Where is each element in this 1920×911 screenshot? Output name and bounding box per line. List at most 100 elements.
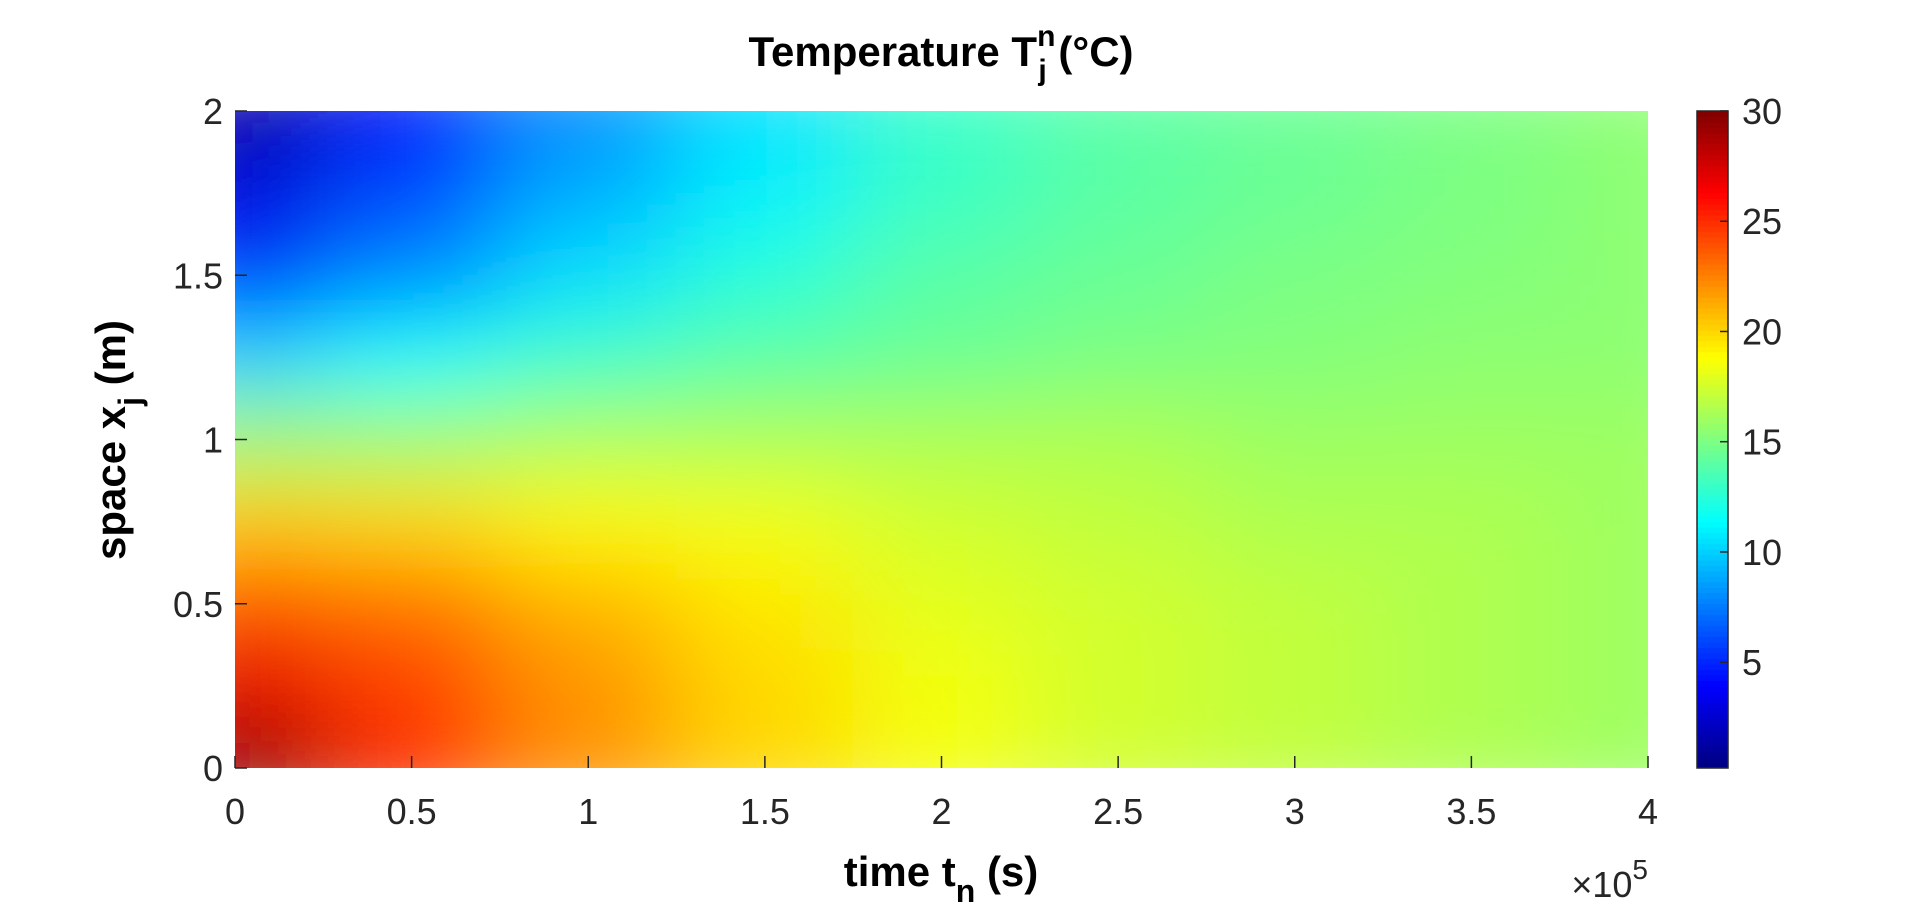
heat-cell — [852, 397, 1031, 482]
colorbar-swatch — [1697, 280, 1728, 287]
y-tick-label: 1 — [203, 420, 223, 461]
colorbar-swatch — [1697, 575, 1728, 583]
colorbar-swatch — [1697, 258, 1728, 265]
heat-cell — [1205, 233, 1385, 318]
colorbar-swatch — [1697, 187, 1728, 194]
heat-cell — [852, 111, 1031, 154]
x-tick-label: 3.5 — [1446, 791, 1496, 832]
x-label-unit: (s) — [975, 848, 1038, 895]
heat-cell — [1028, 397, 1208, 482]
y-tick-label: 2 — [203, 91, 223, 132]
colorbar-swatch — [1697, 263, 1728, 271]
heat-cell — [322, 561, 501, 646]
heat-cell — [675, 561, 855, 646]
heat-cell — [675, 111, 855, 154]
x-multiplier-main: ×10 — [1571, 864, 1632, 905]
heat-cell — [498, 151, 678, 236]
colorbar-swatch — [1697, 504, 1728, 512]
colorbar-swatch — [1697, 603, 1728, 610]
colorbar-tick-label: 10 — [1742, 532, 1782, 573]
heat-cell — [322, 315, 501, 400]
heat-cell — [1028, 643, 1208, 728]
heat-cell — [235, 111, 325, 154]
colorbar-swatch — [1697, 543, 1728, 550]
colorbar-swatch — [1697, 411, 1728, 419]
colorbar-swatch — [1697, 460, 1728, 468]
colorbar-swatch — [1697, 515, 1728, 523]
colorbar-swatch — [1697, 641, 1728, 649]
colorbar-swatch — [1697, 225, 1728, 232]
y-axis-label: space xj (m) — [87, 320, 148, 560]
heat-cell — [235, 315, 325, 400]
colorbar-swatch — [1697, 318, 1728, 326]
heat-cell — [1558, 725, 1648, 768]
colorbar-swatch — [1697, 181, 1728, 189]
colorbar-swatch — [1697, 707, 1728, 714]
colorbar-swatch — [1697, 307, 1728, 315]
colorbar-swatch — [1697, 439, 1728, 446]
x-tick-label: 3 — [1285, 791, 1305, 832]
heat-cell — [498, 397, 678, 482]
heat-cell — [1558, 643, 1648, 728]
heat-cell — [1205, 111, 1385, 154]
colorbar-swatch — [1697, 362, 1728, 369]
heat-cell — [235, 725, 325, 768]
colorbar-swatch — [1697, 203, 1728, 211]
colorbar-swatch — [1697, 159, 1728, 167]
heat-cell — [1028, 561, 1208, 646]
heat-cell — [322, 397, 501, 482]
colorbar-swatch — [1697, 564, 1728, 572]
colorbar-swatch — [1697, 230, 1728, 238]
heat-cell — [1558, 397, 1648, 482]
colorbar-swatch — [1697, 712, 1728, 720]
colorbar-swatch — [1697, 652, 1728, 659]
colorbar-swatch — [1697, 477, 1728, 484]
colorbar-swatch — [1697, 499, 1728, 506]
x-multiplier-exp: 5 — [1632, 854, 1648, 885]
colorbar-tick-label: 30 — [1742, 91, 1782, 132]
colorbar-swatch — [1697, 690, 1728, 698]
heat-cell — [1558, 151, 1648, 236]
colorbar-swatch — [1697, 422, 1728, 430]
colorbar-swatch — [1697, 658, 1728, 665]
heat-cell — [322, 479, 501, 564]
heat-cell — [852, 151, 1031, 236]
colorbar-swatch — [1697, 619, 1728, 627]
colorbar-tick-label: 25 — [1742, 201, 1782, 242]
colorbar-swatch — [1697, 526, 1728, 534]
colorbar-swatch — [1697, 532, 1728, 539]
heat-cell — [1205, 479, 1385, 564]
heat-cell — [235, 397, 325, 482]
colorbar-frame — [1696, 110, 1729, 769]
heat-cell — [1028, 151, 1208, 236]
heat-cell — [1382, 479, 1561, 564]
x-multiplier: ×105 — [1571, 854, 1648, 905]
heat-cell — [1205, 561, 1385, 646]
colorbar-swatch — [1697, 329, 1728, 336]
colorbar-swatch — [1697, 252, 1728, 260]
heat-cell — [1382, 151, 1561, 236]
heat-cell — [1028, 233, 1208, 318]
heat-cell — [1558, 233, 1648, 318]
heat-cell — [498, 233, 678, 318]
x-tick-label: 4 — [1638, 791, 1658, 832]
x-tick-label: 2 — [931, 791, 951, 832]
colorbar-swatch — [1697, 137, 1728, 145]
colorbar-swatch — [1697, 488, 1728, 495]
colorbar-swatch — [1697, 696, 1728, 703]
colorbar-tick-label: 15 — [1742, 422, 1782, 463]
colorbar-swatch — [1697, 630, 1728, 638]
colorbar-swatch — [1697, 718, 1728, 725]
x-axis-label: time tn (s) — [844, 848, 1039, 909]
colorbar-swatch — [1697, 236, 1728, 243]
x-tick-label: 1 — [578, 791, 598, 832]
y-label-unit: (m) — [87, 320, 134, 397]
colorbar-swatch — [1697, 734, 1728, 742]
colorbar-swatch — [1697, 356, 1728, 364]
colorbar-swatch — [1697, 400, 1728, 408]
colorbar-swatch — [1697, 285, 1728, 293]
title-unit: (°C) — [1047, 28, 1134, 75]
heat-cell — [498, 643, 678, 728]
colorbar-swatch — [1697, 614, 1728, 621]
colorbar-swatch — [1697, 324, 1728, 331]
